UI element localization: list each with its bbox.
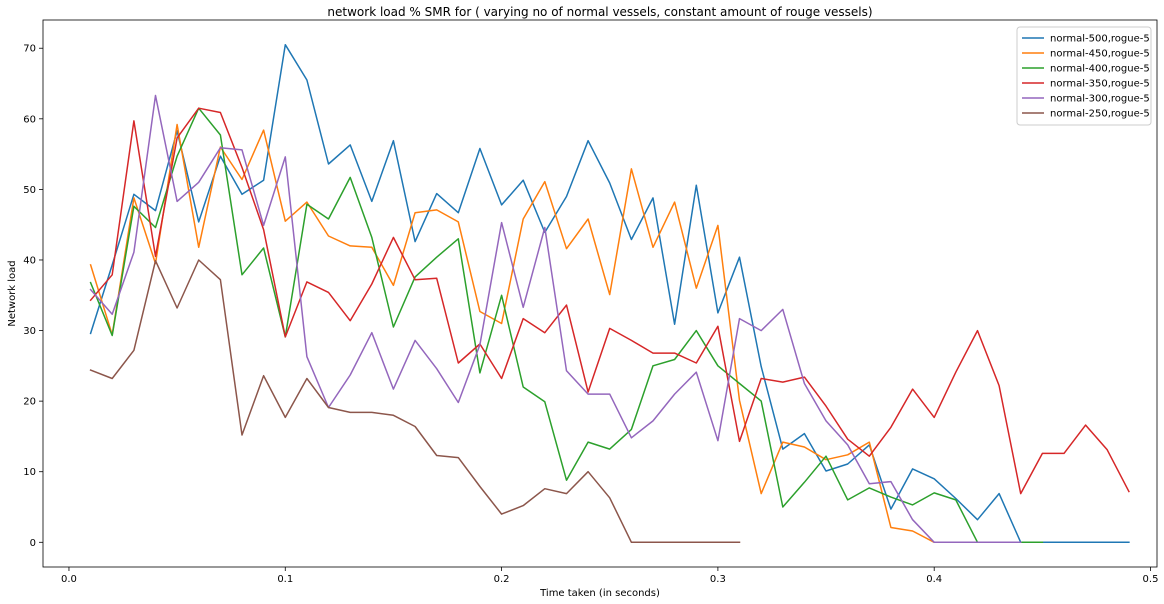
plot-background bbox=[43, 20, 1157, 567]
plot-frame bbox=[42, 19, 1158, 568]
legend-box bbox=[1016, 26, 1152, 126]
legend-entry: normal-400,rogue-5 bbox=[1050, 64, 1150, 75]
series-line-4 bbox=[89, 107, 1130, 495]
legend-entry: normal-450,rogue-5 bbox=[1050, 49, 1150, 60]
x-tick-label: 0.1 bbox=[277, 574, 293, 585]
legend: normal-500,rogue-5 normal-450,rogue-5 norm… bbox=[1016, 26, 1152, 126]
y-tick-label: 30 bbox=[23, 326, 36, 337]
y-tick-label: 10 bbox=[23, 467, 36, 478]
y-tick-label: 0 bbox=[30, 538, 36, 549]
chart-title: network load % SMR for ( varying no of n… bbox=[327, 5, 872, 19]
y-tick-label: 60 bbox=[23, 114, 36, 125]
series-line-3 bbox=[89, 107, 1044, 544]
legend-entry: normal-250,rogue-5 bbox=[1050, 109, 1150, 120]
plot-area bbox=[42, 19, 1158, 568]
series-line-5 bbox=[89, 94, 1022, 544]
x-tick-label: 0.2 bbox=[494, 574, 510, 585]
x-tick-label: 0.3 bbox=[710, 574, 726, 585]
series-line-1 bbox=[89, 43, 1130, 544]
legend-entry: normal-300,rogue-5 bbox=[1050, 94, 1150, 105]
x-tick-label: 0.4 bbox=[926, 574, 942, 585]
series-line-2 bbox=[89, 123, 1022, 544]
y-tick-label: 50 bbox=[23, 185, 36, 196]
y-axis-label: Network load bbox=[7, 260, 18, 326]
y-axis: 0 10 20 30 40 50 60 70 bbox=[23, 44, 43, 549]
x-axis-label: Time taken (in seconds) bbox=[539, 588, 660, 599]
legend-entry: normal-350,rogue-5 bbox=[1050, 79, 1150, 90]
legend-entry: normal-500,rogue-5 bbox=[1050, 34, 1150, 45]
y-tick-label: 70 bbox=[23, 44, 36, 55]
series-line-6 bbox=[89, 259, 741, 544]
x-tick-label: 0.0 bbox=[61, 574, 77, 585]
x-tick-label: 0.5 bbox=[1143, 574, 1159, 585]
y-tick-label: 20 bbox=[23, 397, 36, 408]
x-axis: 0.0 0.1 0.2 0.3 0.4 0.5 bbox=[61, 567, 1158, 585]
y-tick-label: 40 bbox=[23, 255, 36, 266]
